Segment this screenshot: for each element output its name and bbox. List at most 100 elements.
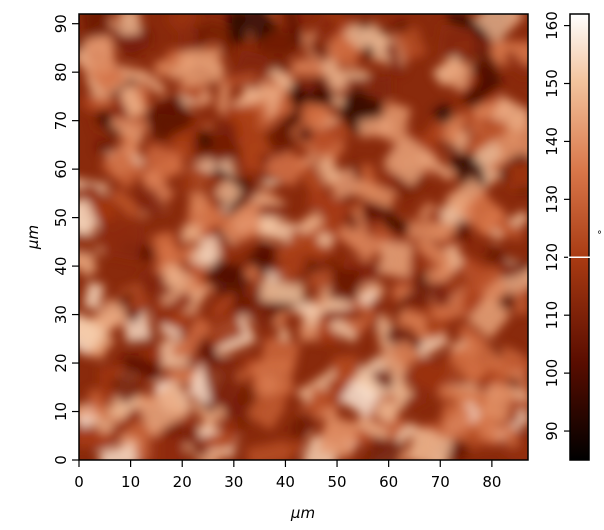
surface-texture-patch	[234, 132, 264, 174]
surface-texture-patch	[82, 34, 117, 75]
surface-texture-patch	[352, 178, 397, 209]
y-tick-label: 10	[52, 402, 70, 421]
surface-texture-patch	[392, 421, 419, 448]
x-tick-label: 70	[431, 473, 450, 491]
surface-texture-patch	[408, 221, 447, 242]
surface-texture-patch	[83, 281, 105, 311]
surface-texture-patch	[439, 58, 473, 91]
surface-texture-patch	[298, 210, 325, 236]
surface-texture-patch	[504, 354, 528, 372]
surface-texture-patch	[436, 23, 478, 59]
heatmap-image	[79, 14, 528, 460]
colorbar-side-label: °	[597, 230, 602, 241]
colorbar-tick-label: 100	[543, 359, 561, 388]
surface-texture-patch	[298, 78, 318, 94]
surface-texture-patch	[140, 268, 175, 305]
surface-texture-patch	[97, 442, 140, 460]
surface-texture-patch	[79, 409, 103, 419]
surface-texture-patch	[339, 379, 381, 418]
surface-texture-patch	[118, 14, 141, 36]
surface-texture-patch	[501, 424, 520, 449]
surface-texture-patch	[177, 46, 225, 87]
surface-texture-patch	[108, 370, 143, 406]
surface-texture-patch	[357, 115, 393, 138]
surface-texture-patch	[98, 218, 146, 262]
surface-texture-patch	[110, 116, 148, 135]
surface-texture-patch	[252, 359, 294, 396]
surface-texture-patch	[120, 353, 163, 380]
surface-texture-patch	[155, 289, 196, 327]
surface-texture-patch	[506, 160, 528, 190]
surface-texture-patch	[320, 58, 348, 93]
surface-texture-patch	[222, 72, 256, 88]
x-tick-label: 30	[224, 473, 243, 491]
y-axis: 0 10 20 30 40 50 60 70 80 90	[52, 14, 79, 465]
colorbar-tick-label: 110	[543, 301, 561, 330]
surface-texture-patch	[203, 308, 246, 348]
y-tick-label: 30	[52, 305, 70, 324]
surface-texture-patch	[79, 198, 100, 238]
x-tick-label: 40	[276, 473, 295, 491]
surface-texture-patch	[100, 146, 145, 190]
surface-texture-patch	[202, 257, 254, 304]
surface-texture-patch	[79, 181, 102, 204]
surface-texture-patch	[201, 358, 242, 401]
surface-texture-patch	[121, 132, 139, 157]
surface-texture-patch	[107, 405, 144, 443]
colorbar-tick-label: 130	[543, 185, 561, 214]
surface-texture-patch	[382, 213, 411, 237]
surface-texture-patch	[288, 409, 317, 440]
surface-texture-patch	[416, 120, 448, 154]
surface-texture-patch	[89, 58, 126, 95]
surface-texture-patch	[406, 426, 454, 460]
colorbar-tick-label: 90	[543, 421, 561, 440]
surface-texture-patch	[232, 206, 264, 237]
colorbar-tick-label: 140	[543, 127, 561, 156]
x-axis-title: µm	[290, 504, 315, 522]
y-tick-label: 0	[52, 455, 70, 465]
surface-texture-patch	[79, 230, 101, 257]
surface-texture-patch	[109, 187, 141, 218]
surface-texture-patch	[466, 118, 511, 155]
surface-texture-patch	[383, 40, 405, 76]
surface-texture-patch	[373, 397, 401, 425]
surface-texture-patch	[214, 178, 243, 207]
surface-texture-patch	[305, 187, 351, 224]
colorbar-tick-label: 160	[543, 11, 561, 40]
surface-texture-patch	[442, 244, 464, 270]
surface-texture-patch	[314, 155, 342, 186]
surface-texture-patch	[430, 281, 450, 308]
surface-texture-patch	[238, 14, 279, 43]
surface-texture-patch	[342, 21, 375, 52]
surface-texture-patch	[383, 323, 424, 356]
surface-texture-patch	[113, 288, 150, 325]
surface-texture-patch	[432, 103, 456, 126]
surface-texture-patch	[394, 26, 428, 63]
surface-texture-patch	[225, 14, 250, 44]
surface-texture-patch	[459, 190, 507, 237]
surface-texture-patch	[344, 211, 360, 232]
colorbar-tick-label: 150	[543, 69, 561, 98]
y-tick-label: 80	[52, 63, 70, 82]
surface-texture-patch	[163, 263, 180, 286]
x-tick-label: 10	[121, 473, 140, 491]
surface-texture-patch	[232, 291, 280, 328]
surface-texture-patch	[382, 134, 435, 187]
surface-texture-patch	[309, 117, 353, 153]
surface-texture-patch	[283, 14, 305, 48]
surface-texture-patch	[310, 269, 334, 288]
surface-texture-patch	[494, 131, 523, 161]
surface-texture-patch	[378, 347, 409, 380]
surface-texture-patch	[491, 96, 528, 134]
surface-texture-patch	[127, 290, 152, 314]
surface-texture-patch	[473, 14, 525, 44]
y-tick-label: 70	[52, 111, 70, 130]
surface-texture-patch	[361, 22, 388, 53]
surface-texture-patch	[437, 402, 474, 443]
y-tick-label: 20	[52, 353, 70, 372]
surface-texture-patch	[165, 14, 200, 35]
colorbar-tick-label: 120	[543, 243, 561, 272]
surface-texture-patch	[396, 308, 428, 332]
surface-texture-patch	[189, 131, 236, 161]
